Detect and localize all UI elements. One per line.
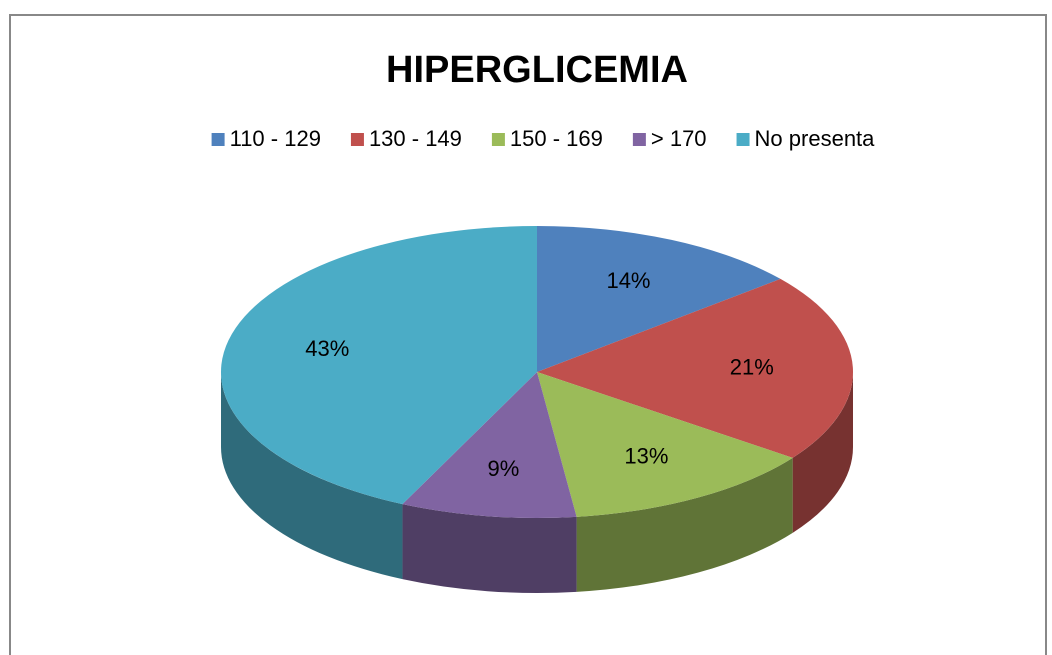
- data-label: 9%: [487, 456, 519, 481]
- pie-side: [402, 504, 577, 594]
- pie-slice: [537, 278, 853, 458]
- pie-slice: [537, 226, 781, 372]
- legend-swatch: [632, 133, 646, 146]
- pie-slice: [402, 372, 577, 518]
- pie-side: [576, 457, 793, 592]
- pie: 14% 21% 13% 9% 43%: [220, 226, 854, 594]
- legend-swatch: [736, 133, 750, 146]
- data-label: 43%: [305, 336, 349, 361]
- data-label: 14%: [606, 268, 650, 293]
- legend-label: 150 - 169: [510, 126, 603, 151]
- legend-swatch: [211, 133, 225, 146]
- legend-label: > 170: [651, 126, 707, 151]
- data-label: 13%: [624, 443, 668, 468]
- pie-slice: [220, 226, 537, 505]
- chart-border: [9, 14, 1047, 655]
- chart-title: HIPERGLICEMIA: [386, 49, 688, 91]
- legend-label: 110 - 129: [230, 126, 321, 151]
- pie-side: [792, 372, 854, 533]
- legend-swatch: [350, 133, 364, 146]
- data-label: 21%: [730, 355, 774, 380]
- pie-slice: [537, 372, 793, 517]
- legend-label: 130 - 149: [369, 126, 462, 151]
- legend-label: No presenta: [755, 126, 876, 151]
- pie-side: [221, 372, 403, 580]
- legend: 110 - 129 130 - 149 150 - 169 > 170 No prese…: [211, 126, 876, 151]
- legend-swatch: [491, 133, 505, 146]
